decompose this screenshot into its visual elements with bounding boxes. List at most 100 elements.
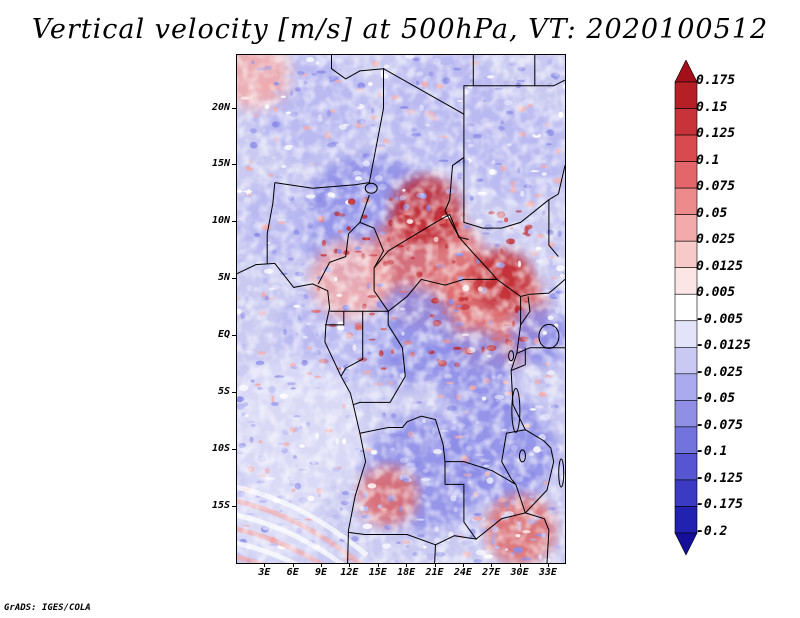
lon-tick: [491, 563, 493, 567]
border-line: [452, 156, 559, 229]
colorbar-label: -0.025: [696, 364, 743, 380]
border-line: [496, 278, 559, 298]
lon-tick: [321, 563, 323, 567]
colorbar-label: 0.075: [696, 179, 736, 195]
grads-credit: GrADS: IGES/COLA: [4, 603, 91, 613]
border-line: [548, 199, 559, 257]
colorbar-graphic: [674, 60, 698, 556]
chart-title: Vertical velocity [m/s] at 500hPa, VT: 2…: [31, 14, 769, 45]
border-line: [340, 311, 364, 377]
lat-tick: [232, 278, 236, 280]
colorbar-segment: [674, 506, 698, 534]
colorbar-segment: [674, 134, 698, 162]
colorbar-label: 0.125: [696, 126, 736, 142]
lon-tick: [547, 563, 549, 567]
lon-tick-label: 24E: [453, 567, 472, 578]
colorbar-segment: [674, 240, 698, 269]
lon-tick: [519, 563, 521, 567]
lat-tick-label: 5N: [217, 272, 230, 284]
colorbar-bottom-arrow: [674, 532, 698, 556]
lat-tick: [232, 107, 236, 109]
border-line: [331, 55, 384, 80]
lat-tick-label: 15N: [211, 158, 230, 170]
colorbar-segment: [674, 479, 698, 507]
colorbar-segment: [674, 187, 698, 215]
map-panel[interactable]: [236, 54, 566, 564]
lon-tick-label: 12E: [340, 567, 359, 578]
lat-tick: [232, 335, 236, 337]
lat-tick-label: EQ: [217, 329, 230, 341]
lon-tick: [292, 563, 294, 567]
lat-tick: [232, 221, 236, 223]
border-line: [520, 296, 531, 326]
colorbar-label: 0.1: [696, 152, 720, 168]
lake-outline: [508, 350, 515, 362]
border-line: [524, 429, 555, 514]
border-line: [558, 279, 565, 286]
country-borders: [237, 55, 565, 563]
lat-tick: [232, 506, 236, 508]
lat-tick-label: 5S: [217, 386, 230, 398]
colorbar-label: -0.05: [696, 391, 736, 407]
lat-tick: [232, 449, 236, 451]
lon-tick-label: 27E: [482, 567, 501, 578]
border-line: [373, 213, 498, 280]
border-line: [266, 182, 276, 264]
colorbar-label: 0.175: [696, 73, 736, 88]
lat-tick: [232, 164, 236, 166]
colorbar-top-arrow: [674, 60, 698, 83]
border-line: [359, 221, 389, 312]
lat-tick-label: 10N: [211, 215, 230, 227]
lake-outline: [538, 323, 560, 349]
colorbar-segment: [674, 108, 698, 136]
lon-tick: [349, 563, 351, 567]
lat-tick-label: 20N: [211, 101, 230, 113]
colorbar-label: 0.005: [696, 285, 736, 301]
colorbar-segment: [674, 373, 698, 401]
lake-outline: [518, 449, 526, 463]
velocity-field-map: [237, 55, 565, 563]
colorbar-segment: [674, 81, 698, 109]
lon-tick: [406, 563, 408, 567]
border-line: [347, 531, 436, 546]
lake-outline: [364, 182, 378, 194]
lon-tick-label: 30E: [510, 567, 529, 578]
lon-tick-label: 18E: [397, 567, 416, 578]
colorbar-segment: [674, 400, 698, 428]
colorbar-label: -0.0125: [696, 338, 751, 354]
colorbar-label: -0.2: [696, 524, 728, 539]
colorbar-segment: [674, 453, 698, 481]
lon-tick: [264, 563, 266, 567]
border-line: [510, 347, 526, 371]
colorbar-segment: [674, 426, 698, 454]
colorbar-label: 0.05: [696, 205, 728, 221]
border-line: [324, 311, 345, 326]
lon-tick: [377, 563, 379, 567]
colorbar-label: 0.0125: [696, 258, 743, 274]
colorbar-label: -0.1: [696, 444, 728, 460]
colorbar-label: -0.075: [696, 417, 743, 433]
border-line: [534, 79, 565, 87]
colorbar-segment: [674, 293, 698, 322]
border-line: [359, 415, 446, 462]
border-line: [516, 347, 565, 354]
lon-tick-label: 21E: [425, 567, 444, 578]
colorbar-label: -0.125: [696, 470, 743, 486]
colorbar-label: -0.175: [696, 497, 743, 513]
lon-tick-label: 9E: [315, 567, 328, 578]
colorbar-segment: [674, 346, 698, 375]
border-line: [557, 165, 565, 195]
colorbar-label: -0.005: [696, 311, 743, 327]
lon-tick-label: 6E: [286, 567, 299, 578]
lon-tick-label: 33E: [538, 567, 557, 578]
colorbar-label: 0.15: [696, 99, 728, 115]
border-line: [525, 512, 550, 563]
border-line: [475, 484, 526, 540]
lon-tick-label: 3E: [258, 567, 271, 578]
lat-tick-label: 15S: [211, 500, 230, 512]
lon-tick-label: 15E: [368, 567, 387, 578]
border-line: [317, 194, 370, 285]
border-line: [237, 262, 367, 563]
border-line: [387, 278, 497, 312]
colorbar-segment: [674, 267, 698, 295]
